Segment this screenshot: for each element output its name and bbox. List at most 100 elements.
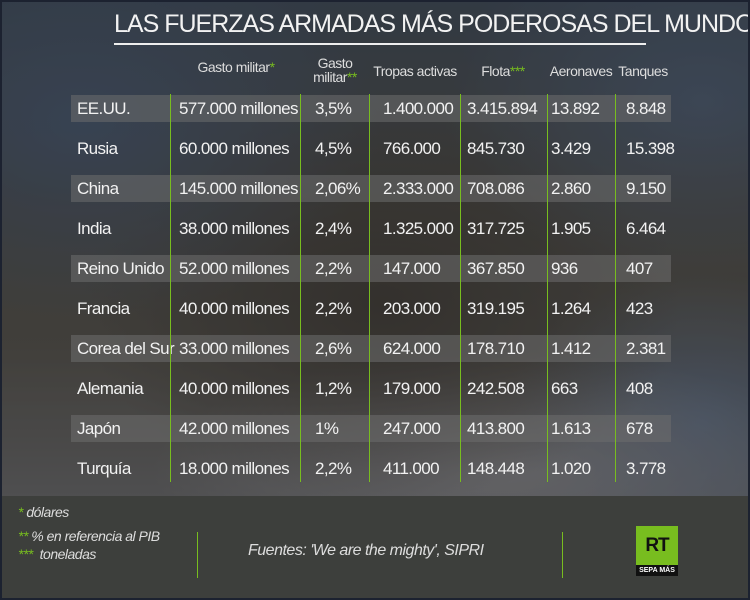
table-row: Turquía 18.000 millones 2,2% 411.000 148.448… xyxy=(71,455,671,482)
cell-tanks: 423 xyxy=(626,299,653,318)
cell-aircraft: 1.264 xyxy=(551,299,591,318)
cell-military-spending: 40.000 millones xyxy=(179,299,290,318)
cell-fleet: 242.508 xyxy=(467,379,525,398)
sources: Fuentes: 'We are the mighty', SIPRI xyxy=(248,542,484,559)
cell-military-spending: 33.000 millones xyxy=(179,339,290,358)
cell-country: Francia xyxy=(77,299,130,318)
cell-tanks: 408 xyxy=(626,379,653,398)
cell-aircraft: 2.860 xyxy=(551,179,591,198)
cell-military-spending: 18.000 millones xyxy=(179,459,290,478)
cell-military-spending: 145.000 millones xyxy=(179,179,299,198)
cell-active-troops: 147.000 xyxy=(383,259,441,278)
cell-aircraft: 936 xyxy=(551,259,578,278)
column-divider xyxy=(369,94,370,482)
table-row: Francia 40.000 millones 2,2% 203.000 319.195… xyxy=(71,295,671,322)
cell-aircraft: 1.613 xyxy=(551,419,591,438)
cell-tanks: 3.778 xyxy=(626,459,666,478)
rt-logo-mark: RT xyxy=(636,526,678,565)
cell-fleet: 178.710 xyxy=(467,339,525,358)
table-row: India 38.000 millones 2,4% 1.325.000 317.725… xyxy=(71,215,671,242)
cell-tanks: 2.381 xyxy=(626,339,666,358)
cell-military-spending: 52.000 millones xyxy=(179,259,290,278)
cell-aircraft: 1.412 xyxy=(551,339,591,358)
cell-gdp-percent: 2,2% xyxy=(315,459,352,478)
cell-country: Japón xyxy=(77,419,121,438)
cell-active-troops: 247.000 xyxy=(383,419,441,438)
cell-gdp-percent: 2,6% xyxy=(315,339,352,358)
column-header: Tropas activas xyxy=(373,63,457,79)
cell-gdp-percent: 2,2% xyxy=(315,259,352,278)
cell-active-troops: 2.333.000 xyxy=(383,179,454,198)
cell-aircraft: 663 xyxy=(551,379,578,398)
column-header: Tanques xyxy=(618,63,668,79)
table-row: Alemania 40.000 millones 1,2% 179.000 242.50… xyxy=(71,375,671,402)
column-header: Gasto militar* xyxy=(197,59,275,75)
cell-fleet: 148.448 xyxy=(467,459,525,478)
column-divider xyxy=(170,94,171,482)
table-row: EE.UU. 577.000 millones 3,5% 1.400.000 3.415… xyxy=(71,95,671,122)
table-row: China 145.000 millones 2,06% 2.333.000 708.0… xyxy=(71,175,671,202)
cell-country: China xyxy=(77,179,119,198)
cell-active-troops: 179.000 xyxy=(383,379,441,398)
cell-active-troops: 624.000 xyxy=(383,339,441,358)
cell-country: Alemania xyxy=(77,379,144,398)
cell-tanks: 6.464 xyxy=(626,219,666,238)
cell-country: EE.UU. xyxy=(77,99,131,118)
cell-fleet: 317.725 xyxy=(467,219,525,238)
cell-fleet: 367.850 xyxy=(467,259,525,278)
cell-active-troops: 411.000 xyxy=(383,459,440,478)
cell-gdp-percent: 2,06% xyxy=(315,179,361,198)
cell-fleet: 708.086 xyxy=(467,179,525,198)
divider xyxy=(197,532,198,578)
cell-military-spending: 38.000 millones xyxy=(179,219,290,238)
cell-country: Corea del Sur xyxy=(77,339,175,358)
cell-tanks: 15.398 xyxy=(626,139,675,158)
footnote-tonnes: *** toneladas xyxy=(18,546,96,562)
cell-fleet: 319.195 xyxy=(467,299,525,318)
cell-gdp-percent: 2,2% xyxy=(315,299,352,318)
cell-gdp-percent: 3,5% xyxy=(315,99,352,118)
cell-aircraft: 3.429 xyxy=(551,139,591,158)
rt-logo-tagline: SEPA MÁS xyxy=(636,565,678,576)
cell-active-troops: 1.400.000 xyxy=(383,99,454,118)
footer: * dólares ** % en referencia al PIB *** … xyxy=(2,496,748,598)
cell-country: Rusia xyxy=(77,139,118,158)
cell-aircraft: 1.020 xyxy=(551,459,591,478)
divider xyxy=(562,532,563,578)
cell-country: India xyxy=(77,219,111,238)
table-row: Rusia 60.000 millones 4,5% 766.000 845.730 3.… xyxy=(71,135,675,162)
cell-gdp-percent: 1% xyxy=(315,419,339,438)
cell-active-troops: 766.000 xyxy=(383,139,441,158)
column-divider xyxy=(547,94,548,482)
cell-country: Reino Unido xyxy=(77,259,165,278)
cell-military-spending: 60.000 millones xyxy=(179,139,290,158)
column-header: Flota*** xyxy=(481,63,525,79)
column-header: Gasto militar** xyxy=(313,55,357,85)
cell-country: Turquía xyxy=(77,459,131,478)
cell-gdp-percent: 1,2% xyxy=(315,379,352,398)
cell-tanks: 8.848 xyxy=(626,99,666,118)
cell-aircraft: 1.905 xyxy=(551,219,591,238)
cell-active-troops: 1.325.000 xyxy=(383,219,454,238)
column-divider xyxy=(300,94,301,482)
table-row: Corea del Sur 33.000 millones 2,6% 624.000 1… xyxy=(71,335,671,362)
cell-military-spending: 42.000 millones xyxy=(179,419,290,438)
cell-active-troops: 203.000 xyxy=(383,299,441,318)
table-row: Reino Unido 52.000 millones 2,2% 147.000 367… xyxy=(71,255,671,282)
cell-fleet: 845.730 xyxy=(467,139,525,158)
cell-fleet: 3.415.894 xyxy=(467,99,538,118)
background-image xyxy=(2,2,748,496)
cell-aircraft: 13.892 xyxy=(551,99,600,118)
cell-military-spending: 577.000 millones xyxy=(179,99,299,118)
cell-tanks: 678 xyxy=(626,419,653,438)
footnote-dollars: * dólares xyxy=(18,504,69,520)
rt-logo[interactable]: RT SEPA MÁS xyxy=(636,526,678,576)
page-title: LAS FUERZAS ARMADAS MÁS PODEROSAS DEL MU… xyxy=(114,10,748,45)
column-divider xyxy=(615,94,616,482)
cell-gdp-percent: 2,4% xyxy=(315,219,352,238)
cell-military-spending: 40.000 millones xyxy=(179,379,290,398)
cell-tanks: 9.150 xyxy=(626,179,666,198)
table-row: Japón 42.000 millones 1% 247.000 413.800 1.61… xyxy=(71,415,671,442)
cell-tanks: 407 xyxy=(626,259,653,278)
